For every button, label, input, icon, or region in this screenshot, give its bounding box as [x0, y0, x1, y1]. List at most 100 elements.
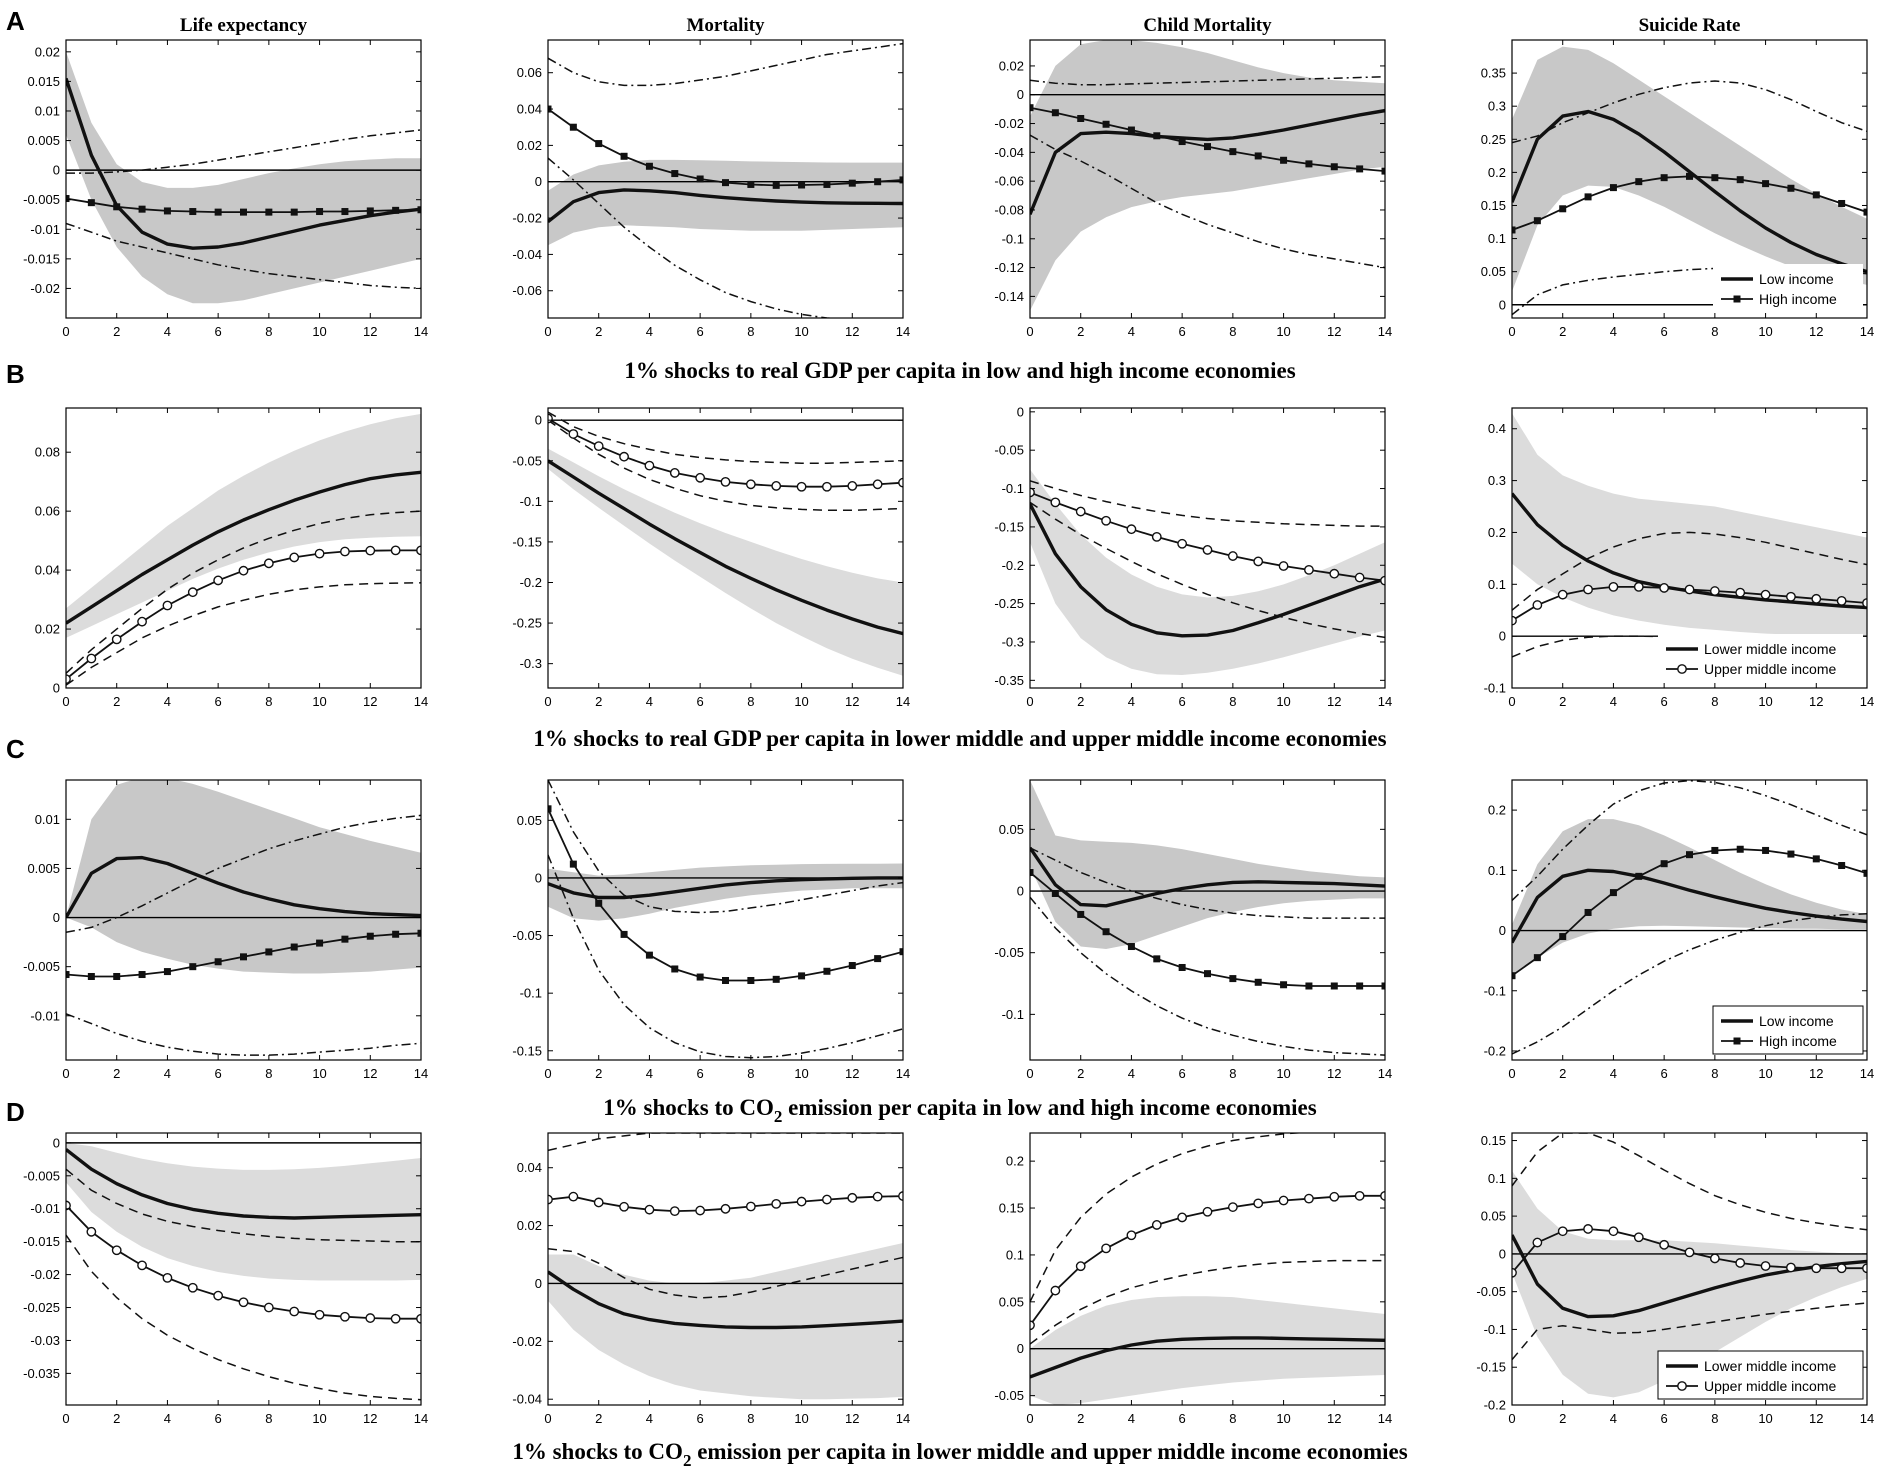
marker-square	[1660, 860, 1668, 868]
marker-square	[366, 207, 374, 215]
marker-square	[1787, 184, 1795, 192]
y-tick-label: 0.04	[517, 1160, 542, 1175]
marker-circle	[1735, 587, 1746, 598]
y-tick-label: -0.05	[512, 453, 542, 468]
marker-square	[1711, 174, 1719, 182]
marker-square	[1635, 178, 1643, 186]
x-tick-label: 6	[1661, 1411, 1668, 1426]
x-tick-label: 6	[1661, 694, 1668, 709]
marker-square	[138, 971, 146, 979]
plot-layer	[1512, 780, 1867, 1055]
marker-circle	[390, 1313, 401, 1324]
marker-circle	[111, 1245, 122, 1256]
marker-square	[1127, 943, 1135, 951]
marker-square	[848, 962, 856, 970]
y-tick-label: -0.08	[994, 202, 1024, 217]
y-tick-label: 0.1	[1488, 1171, 1506, 1186]
confidence-band	[1512, 1170, 1867, 1398]
marker-square	[290, 208, 298, 216]
x-tick-label: 12	[1809, 694, 1823, 709]
marker-circle	[720, 1203, 731, 1214]
marker-square	[66, 971, 70, 979]
x-tick-label: 8	[747, 1066, 754, 1081]
legend-label-solid: Low income	[1759, 271, 1834, 287]
x-tick-label: 2	[1077, 1066, 1084, 1081]
y-tick-label: -0.015	[23, 1234, 60, 1249]
marker-circle	[1253, 1198, 1264, 1209]
y-tick-label: -0.015	[23, 251, 60, 266]
y-tick-label: -0.35	[994, 673, 1024, 688]
marker-circle	[1684, 584, 1695, 595]
y-tick-label: 0.04	[35, 563, 60, 578]
y-tick-label: -0.1	[1484, 983, 1506, 998]
x-tick-label: 8	[1229, 694, 1236, 709]
y-tick-label: 0.2	[1488, 803, 1506, 818]
legend-label-marked: High income	[1759, 1033, 1837, 1049]
marker-square	[66, 195, 70, 203]
marker-square	[1178, 138, 1186, 146]
charts: 0.02 0.015 0.01 0.005 0 -0.005 -0.01 -0.015 -0.0…	[23, 15, 1874, 1426]
ci-upper-line	[66, 814, 421, 934]
y-tick-label: 0.005	[27, 133, 60, 148]
x-tick-label: 0	[1508, 694, 1515, 709]
marker-circle	[669, 468, 680, 478]
marker-circle	[593, 1197, 604, 1208]
marker-square	[1305, 982, 1313, 990]
x-tick-label: 4	[646, 1411, 653, 1426]
marker-circle	[1354, 1190, 1365, 1201]
x-tick-label: 14	[1378, 324, 1392, 339]
marker-circle	[1709, 1253, 1720, 1264]
marker-square	[1356, 165, 1364, 173]
x-tick-label: 4	[164, 324, 171, 339]
chart-C3: 0.05 0 -0.05 -0.1 0 2 4 6 8 10 12 14	[994, 779, 1392, 1081]
panel-letter-b: B	[6, 359, 25, 389]
x-tick-label: 2	[1077, 694, 1084, 709]
x-tick-label: 6	[697, 1066, 704, 1081]
response-line-solid	[1030, 503, 1385, 638]
legend-label-marked: Upper middle income	[1704, 661, 1836, 677]
marker-square	[548, 805, 552, 813]
marker-circle	[847, 1192, 858, 1203]
marker-square	[569, 860, 577, 868]
chart-D3: 0.20.150.10.050-0.050 2 4 6 8 10 12 14	[994, 1132, 1392, 1426]
legend-box	[1657, 1350, 1864, 1400]
marker-square	[87, 972, 95, 980]
chart-A2: 0.06 0.04 0.02 0 -0.02 -0.04 -0.06 0 2 4 6 8 10 12 14 M…	[512, 15, 910, 339]
y-tick-label: 0.02	[35, 622, 60, 637]
marker-circle	[340, 1311, 350, 1322]
marker-square	[341, 935, 349, 943]
x-tick-label: 14	[896, 324, 910, 339]
marker-circle	[86, 653, 97, 664]
marker-square	[798, 972, 806, 980]
row-caption-d-sub: 2	[683, 1451, 692, 1470]
y-tick-label: -0.05	[994, 1388, 1024, 1403]
confidence-band	[66, 780, 421, 974]
marker-circle	[1075, 506, 1086, 517]
y-tick-label: -0.03	[30, 1333, 60, 1348]
x-tick-label: 14	[1378, 694, 1392, 709]
y-tick-label: 0.2	[1006, 1154, 1024, 1169]
legend: Low income High income	[1712, 1005, 1864, 1055]
marker-circle	[593, 441, 604, 452]
x-tick-label: 10	[1758, 1066, 1772, 1081]
marker-circle	[187, 1282, 198, 1293]
plot-layer	[1030, 40, 1385, 311]
marker-circle	[1811, 1263, 1822, 1274]
marker-square	[1863, 869, 1867, 877]
y-tick-label: 0.02	[517, 138, 542, 153]
x-tick-label: 12	[363, 324, 377, 339]
x-tick-label: 0	[1508, 1066, 1515, 1081]
y-tick-label: -0.2	[1484, 1043, 1506, 1058]
row-caption-d-post: emission per capita in lower middle and …	[691, 1439, 1407, 1464]
x-tick-label: 12	[1809, 1066, 1823, 1081]
x-tick-label: 4	[646, 694, 653, 709]
y-tick-label: 0.04	[517, 102, 542, 117]
legend-marker-circle	[1677, 1381, 1687, 1391]
y-tick-label: 0	[53, 910, 60, 925]
y-tick-label: 0	[1499, 297, 1506, 312]
marker-circle	[1151, 1220, 1162, 1230]
marker-circle	[1177, 538, 1188, 549]
marker-square	[392, 930, 400, 938]
marker-square	[595, 899, 603, 907]
